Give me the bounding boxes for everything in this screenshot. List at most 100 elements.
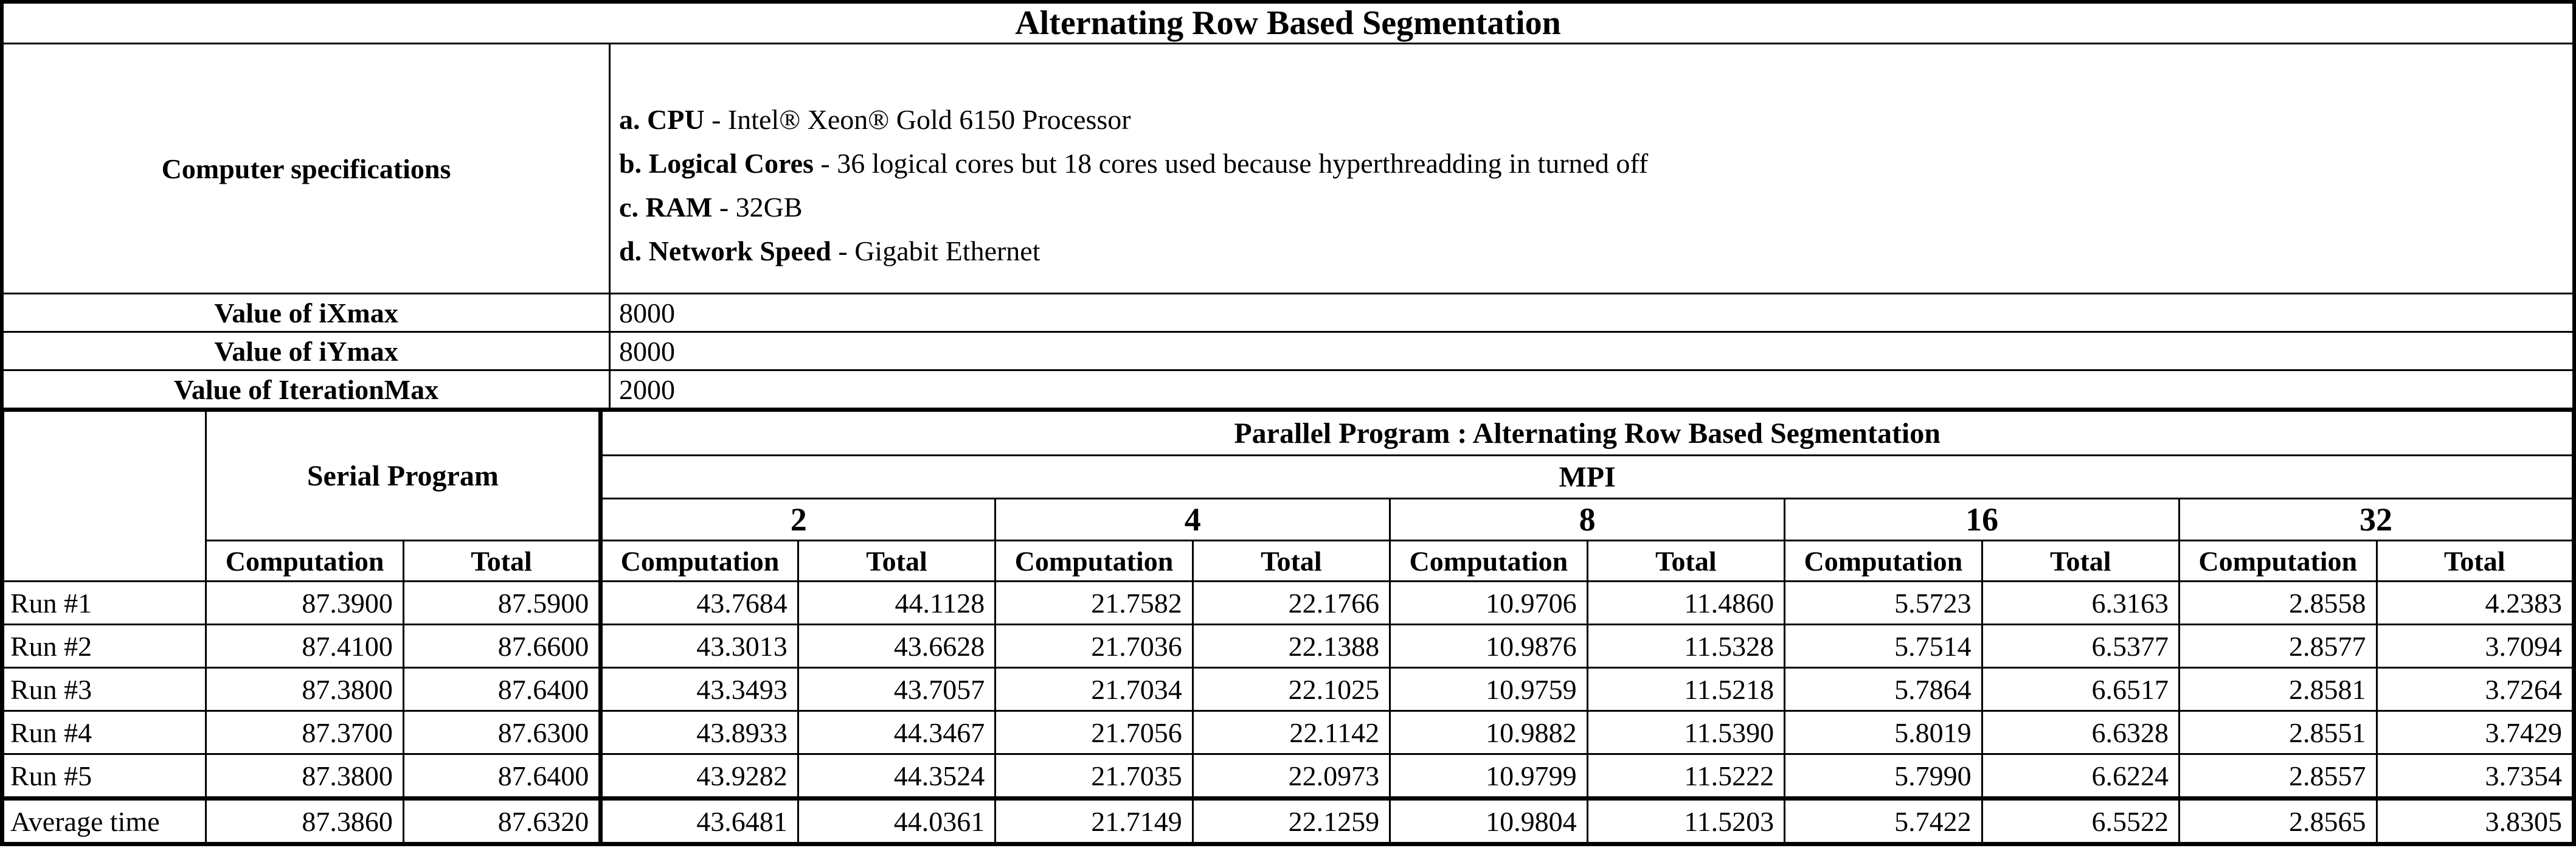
table-cell: 5.5723 [1784,580,1983,625]
param-value: 8000 [609,293,2575,333]
table-cell: 10.9882 [1389,710,1588,755]
process-count-16: 16 [1784,498,2181,541]
table-cell: 43.9282 [598,753,799,799]
process-count-4: 4 [994,498,1391,541]
table-cell: 44.0361 [797,796,997,845]
table-cell: 43.3013 [598,624,799,669]
table-cell: 21.7582 [994,580,1194,625]
table-cell: 3.8305 [2375,796,2575,845]
process-count-8: 8 [1389,498,1786,541]
title-row: Alternating Row Based Segmentation [1,1,2575,44]
table-cell: 43.6628 [797,624,997,669]
table-cell: 6.5377 [1981,624,2181,669]
row-label: Run #2 [1,624,207,669]
table-cell: 22.1766 [1191,580,1391,625]
column-header-total: Total [797,540,997,582]
column-header-total: Total [1586,540,1786,582]
table-cell: 87.3800 [205,667,404,712]
table-cell: 44.3524 [797,753,997,799]
table-cell: 3.7094 [2375,624,2575,669]
parallel-program-header: Parallel Program : Alternating Row Based… [598,409,2575,456]
mpi-header: MPI [598,454,2575,499]
table-cell: 5.7864 [1784,667,1983,712]
param-label: Value of IterationMax [1,369,611,408]
table-cell: 21.7056 [994,710,1194,755]
process-count-2: 2 [598,498,997,541]
table-cell: 21.7034 [994,667,1194,712]
table-cell: 44.1128 [797,580,997,625]
table-row-average: Average time 87.3860 87.6320 43.6481 44.… [1,796,2575,845]
table-cell: 11.5203 [1586,796,1786,845]
table-cell: 5.7422 [1784,796,1983,845]
table-cell: 2.8551 [2178,710,2378,755]
param-row-iterationmax: Value of IterationMax 2000 [1,369,2575,408]
column-header-computation: Computation [1784,540,1983,582]
table-cell: 87.4100 [205,624,404,669]
table-cell: 6.6224 [1981,753,2181,799]
specs-row: Computer specifications a. CPU - Intel® … [1,43,2575,294]
table-cell: 43.6481 [598,796,799,845]
spec-term: b. Logical Cores [619,148,814,179]
table-cell: 10.9759 [1389,667,1588,712]
table-cell: 22.0973 [1191,753,1391,799]
table-cell: 10.9706 [1389,580,1588,625]
spec-term: a. CPU [619,104,705,135]
corner-cell [1,409,207,582]
row-label: Average time [1,796,207,845]
table-cell: 5.7990 [1784,753,1983,799]
table-cell: 3.7354 [2375,753,2575,799]
spec-desc: - 36 logical cores but 18 cores used bec… [813,148,1649,179]
table-cell: 44.3467 [797,710,997,755]
spec-desc: - Intel® Xeon® Gold 6150 Processor [704,104,1131,135]
param-label: Value of iXmax [1,293,611,333]
table-cell: 6.6517 [1981,667,2181,712]
table-cell: 87.6600 [402,624,602,669]
table-cell: 11.5328 [1586,624,1786,669]
specs-list: a. CPU - Intel® Xeon® Gold 6150 Processo… [609,43,2575,294]
table-cell: 6.5522 [1981,796,2181,845]
table-cell: 2.8577 [2178,624,2378,669]
table-cell: 5.8019 [1784,710,1983,755]
row-label: Run #4 [1,710,207,755]
table-cell: 2.8565 [2178,796,2378,845]
header-row-mpi: MPI [2,454,2575,499]
table-cell: 22.1142 [1191,710,1391,755]
table-cell: 21.7035 [994,753,1194,799]
table-cell: 10.9804 [1389,796,1588,845]
table-cell: 87.6320 [402,796,602,845]
header-row-columns: Computation Total Computation Total Comp… [2,540,2575,582]
page-title: Alternating Row Based Segmentation [1,1,2575,44]
specs-label: Computer specifications [1,43,611,294]
spec-item-cpu: a. CPU - Intel® Xeon® Gold 6150 Processo… [619,98,2560,142]
table-cell: 3.7264 [2375,667,2575,712]
results-table: Serial Program Parallel Program : Altern… [0,408,2576,846]
table-cell: 87.6400 [402,667,602,712]
header-row-process-counts: 2 4 8 16 32 [2,498,2575,541]
table-row-run3: Run #3 87.3800 87.6400 43.3493 43.7057 2… [1,667,2575,712]
table-cell: 87.3800 [205,753,404,799]
column-header-total: Total [1191,540,1391,582]
header-row-parallel: Serial Program Parallel Program : Altern… [1,409,2575,582]
table-cell: 21.7036 [994,624,1194,669]
table-cell: 22.1025 [1191,667,1391,712]
table-cell: 87.3900 [205,580,404,625]
table-cell: 87.6300 [402,710,602,755]
table-row-run2: Run #2 87.4100 87.6600 43.3013 43.6628 2… [1,624,2575,669]
table-cell: 11.5218 [1586,667,1786,712]
table-cell: 87.6400 [402,753,602,799]
column-header-computation: Computation [2178,540,2378,582]
table-cell: 87.3860 [205,796,404,845]
table-cell: 6.3163 [1981,580,2181,625]
table-cell: 43.3493 [598,667,799,712]
column-header-computation: Computation [1389,540,1588,582]
row-label: Run #3 [1,667,207,712]
table-cell: 2.8581 [2178,667,2378,712]
column-header-computation: Computation [205,540,404,582]
table-cell: 2.8557 [2178,753,2378,799]
column-header-computation: Computation [598,540,799,582]
table-cell: 6.6328 [1981,710,2181,755]
table-cell: 43.7057 [797,667,997,712]
process-count-32: 32 [2178,498,2575,541]
param-label: Value of iYmax [1,331,611,371]
table-cell: 4.2383 [2375,580,2575,625]
